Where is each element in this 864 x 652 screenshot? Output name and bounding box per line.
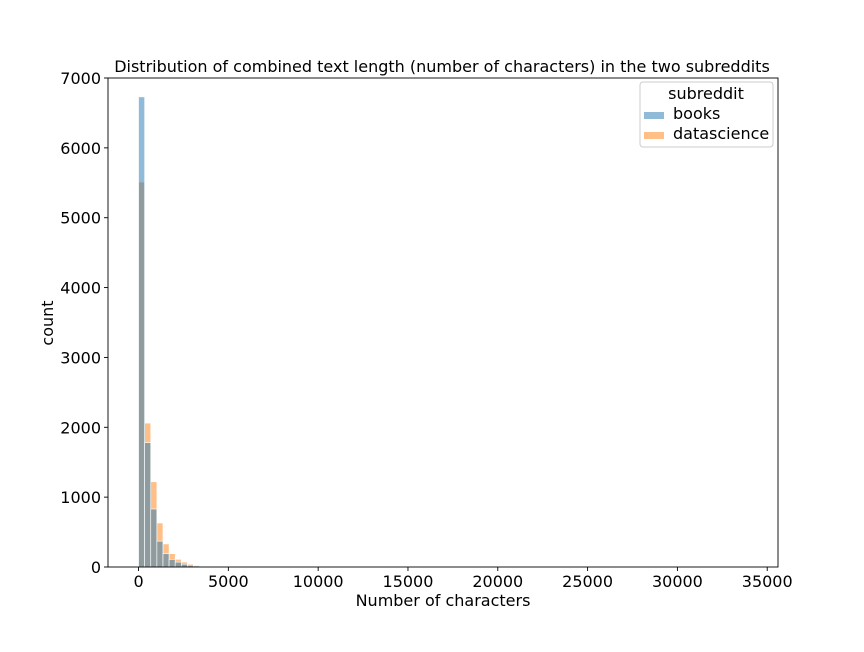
chart-title: Distribution of combined text length (nu… — [114, 57, 770, 76]
y-tick-label-2000: 2000 — [60, 418, 101, 437]
y-tick-label-4000: 4000 — [60, 279, 101, 298]
x-tick-label-5000: 5000 — [208, 572, 249, 591]
x-axis: 0 5000 10000 15000 20000 25000 30000 35000 — [133, 567, 792, 591]
x-tick-label-25000: 25000 — [562, 572, 613, 591]
y-tick-label-0: 0 — [91, 558, 101, 577]
y-tick-label-7000: 7000 — [60, 69, 101, 88]
x-tick-label-30000: 30000 — [652, 572, 703, 591]
bar-books-3 — [157, 541, 163, 567]
bar-books-1 — [145, 443, 151, 567]
legend-swatch-books — [644, 112, 664, 119]
y-tick-label-5000: 5000 — [60, 209, 101, 228]
legend-label-books: books — [673, 104, 720, 123]
bar-books-5 — [169, 559, 175, 567]
y-axis: 0 1000 2000 3000 4000 5000 6000 7000 — [60, 69, 108, 577]
x-tick-label-0: 0 — [133, 572, 143, 591]
bars-group — [139, 97, 286, 567]
plot-frame — [108, 78, 778, 567]
legend-title: subreddit — [668, 84, 744, 103]
legend: subreddit books datascience — [640, 82, 773, 147]
bar-books-4 — [163, 554, 169, 567]
y-tick-label-6000: 6000 — [60, 139, 101, 158]
y-tick-label-1000: 1000 — [60, 488, 101, 507]
bar-books-0 — [139, 97, 145, 567]
legend-label-datascience: datascience — [673, 124, 769, 143]
bar-books-2 — [151, 509, 157, 567]
x-tick-label-20000: 20000 — [472, 572, 523, 591]
y-axis-label: count — [38, 300, 57, 345]
x-axis-label: Number of characters — [356, 591, 531, 610]
x-tick-label-15000: 15000 — [383, 572, 434, 591]
legend-swatch-datascience — [644, 132, 664, 139]
bar-books-6 — [175, 562, 181, 567]
x-tick-label-10000: 10000 — [293, 572, 344, 591]
y-tick-label-3000: 3000 — [60, 348, 101, 367]
x-tick-label-35000: 35000 — [742, 572, 793, 591]
